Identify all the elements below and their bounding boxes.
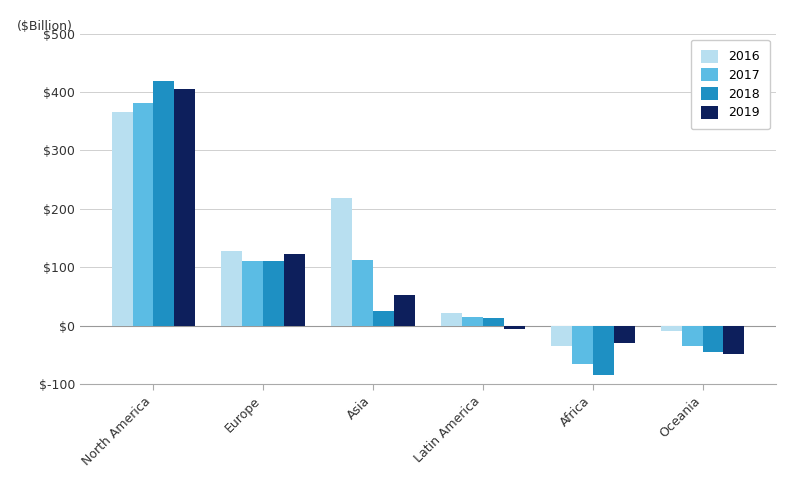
Bar — [242, 261, 263, 325]
Bar — [462, 317, 483, 325]
Bar — [174, 89, 195, 325]
Bar — [661, 325, 682, 331]
Text: ($Billion): ($Billion) — [18, 20, 74, 33]
Bar — [572, 325, 593, 363]
Bar — [133, 103, 154, 325]
Bar — [723, 325, 744, 354]
Bar — [551, 325, 572, 346]
Bar — [394, 295, 415, 325]
Bar — [331, 198, 352, 325]
Bar — [373, 311, 394, 325]
Bar — [682, 325, 702, 346]
Bar — [154, 82, 174, 325]
Legend: 2016, 2017, 2018, 2019: 2016, 2017, 2018, 2019 — [690, 40, 770, 129]
Bar — [614, 325, 634, 343]
Bar — [222, 252, 242, 325]
Bar — [352, 260, 373, 325]
Bar — [263, 261, 284, 325]
Bar — [441, 313, 462, 325]
Bar — [593, 325, 614, 375]
Bar — [702, 325, 723, 352]
Bar — [112, 112, 133, 325]
Bar — [504, 325, 525, 328]
Bar — [284, 254, 305, 325]
Bar — [483, 318, 504, 325]
